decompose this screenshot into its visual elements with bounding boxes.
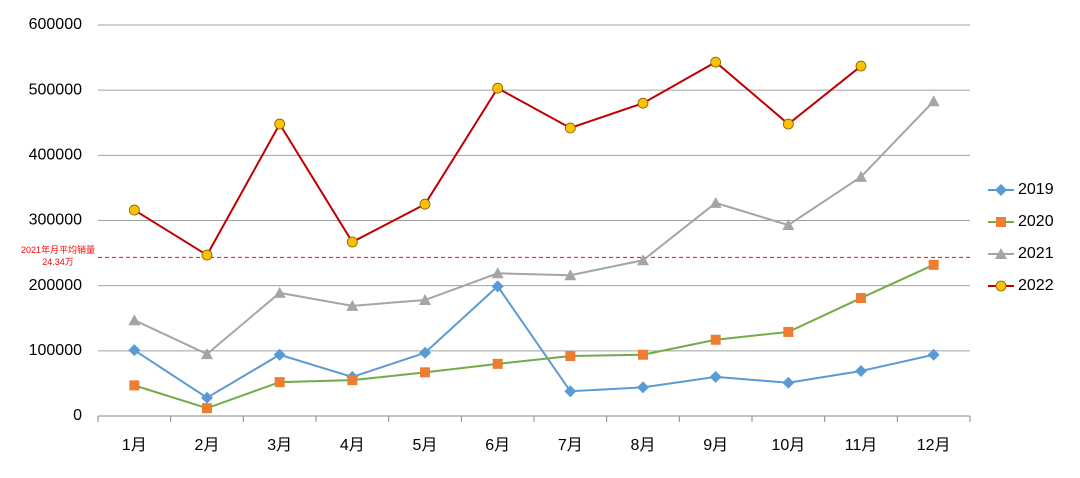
legend-marker [995,280,1007,292]
data-point [419,346,431,359]
legend-label: 2019 [1018,181,1054,198]
y-tick-label: 100000 [29,342,82,359]
legend-label: 2020 [1018,213,1054,230]
data-point [637,254,649,266]
data-point [201,249,213,261]
data-point [855,60,867,72]
data-point [346,236,358,248]
data-point [273,348,286,361]
x-tick-label: 9月 [703,437,728,454]
data-point [855,365,867,378]
x-tick-label: 6月 [485,437,510,454]
data-point [855,170,867,182]
legend-label: 2022 [1018,277,1054,294]
data-point [492,358,503,369]
data-point [710,334,721,345]
data-point [201,348,213,360]
x-tick-label: 11月 [845,437,878,454]
data-point [564,269,577,281]
data-point [128,314,141,326]
data-point [782,376,795,389]
x-tick-label: 10月 [771,437,805,454]
x-tick-label: 2月 [195,437,220,454]
y-tick-label: 0 [73,407,82,424]
data-point [128,344,141,357]
data-point [491,280,504,293]
y-tick-label: 200000 [29,277,82,294]
data-point [274,118,286,130]
x-tick-label: 5月 [413,437,438,454]
data-point [346,299,359,311]
y-tick-label: 600000 [29,16,82,33]
series-line [133,284,934,399]
data-point [565,351,576,362]
x-tick-label: 4月 [340,437,365,454]
reference-text: 2021年月平均销量 [21,244,95,255]
legend-marker [996,217,1006,227]
data-point [927,95,940,107]
data-point [347,375,358,386]
data-point [928,259,939,270]
data-point [201,391,213,404]
y-tick-label: 300000 [29,212,82,229]
data-point [273,286,286,298]
data-point [709,370,722,383]
data-point [420,367,430,378]
x-tick-label: 7月 [558,437,583,454]
data-point [638,349,648,360]
data-point [637,381,649,394]
data-point [782,118,794,130]
data-point [128,204,140,216]
data-point [492,82,504,94]
x-tick-label: 1月 [122,437,147,454]
data-point [202,403,212,414]
x-tick-label: 8月 [631,437,656,454]
data-point [782,219,795,231]
data-point [783,326,794,337]
legend-marker [995,248,1007,259]
data-point [710,56,722,68]
data-point [129,380,140,391]
legend-marker [995,184,1007,196]
x-tick-label: 3月 [267,437,292,454]
data-point [927,348,940,361]
legend-label: 2021 [1018,245,1054,262]
data-point [564,122,576,134]
data-point [564,385,577,398]
series-line [133,100,935,356]
data-point [274,377,285,388]
series-line [134,263,935,410]
data-point [709,196,722,208]
y-tick-label: 500000 [29,81,82,98]
y-tick-label: 400000 [29,147,82,164]
data-point [419,294,431,306]
data-point [856,293,866,304]
data-point [491,267,504,279]
x-tick-label: 12月 [917,437,951,454]
data-point [419,198,431,210]
reference-label: 24.34万 [42,257,74,267]
data-point [637,97,649,109]
